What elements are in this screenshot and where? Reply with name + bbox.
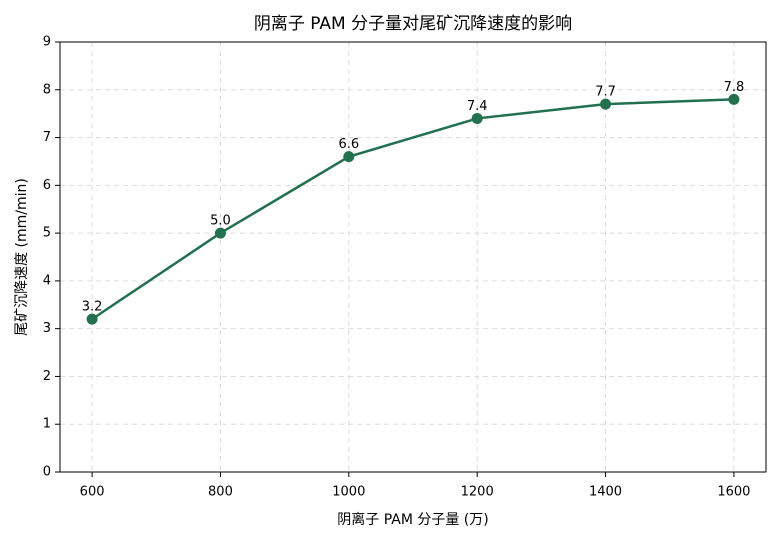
chart-title: 阴离子 PAM 分子量对尾矿沉降速度的影响 bbox=[254, 14, 572, 34]
point bbox=[728, 93, 740, 105]
x-tick-label: 600 bbox=[80, 485, 105, 500]
line bbox=[91, 98, 734, 321]
y-tick-label: 8 bbox=[43, 82, 51, 97]
x-axis-label: 阴离子 PAM 分子量 (万) bbox=[337, 511, 488, 528]
y-tick-label: 3 bbox=[43, 321, 51, 336]
y-tick-label: 4 bbox=[43, 273, 51, 288]
y-tick-label: 1 bbox=[43, 417, 51, 432]
y-tick-label: 2 bbox=[43, 369, 51, 384]
point bbox=[343, 151, 355, 163]
y-tick-label: 5 bbox=[43, 226, 51, 241]
data-label: 7.4 bbox=[467, 99, 488, 114]
data-label: 3.2 bbox=[82, 300, 103, 315]
x-tick-label: 1400 bbox=[589, 485, 622, 500]
plot-frame bbox=[59, 41, 767, 473]
x-tick-label: 1200 bbox=[461, 485, 494, 500]
point bbox=[86, 313, 98, 325]
y-tick-label: 0 bbox=[43, 465, 51, 480]
point bbox=[471, 112, 483, 124]
x-tick-label: 1600 bbox=[717, 485, 750, 500]
x-tick-label: 1000 bbox=[332, 485, 365, 500]
data-label: 5.0 bbox=[210, 214, 231, 229]
x-tick-label: 800 bbox=[208, 485, 233, 500]
point bbox=[600, 98, 612, 110]
data-label: 6.6 bbox=[338, 137, 359, 152]
y-tick-label: 9 bbox=[43, 35, 51, 50]
point bbox=[214, 227, 226, 239]
data-label: 7.7 bbox=[595, 85, 616, 100]
y-tick-label: 7 bbox=[43, 130, 51, 145]
y-axis-label: 尾矿沉降速度 (mm/min) bbox=[14, 178, 30, 336]
y-tick-label: 6 bbox=[43, 178, 51, 193]
data-label: 7.8 bbox=[724, 80, 745, 95]
